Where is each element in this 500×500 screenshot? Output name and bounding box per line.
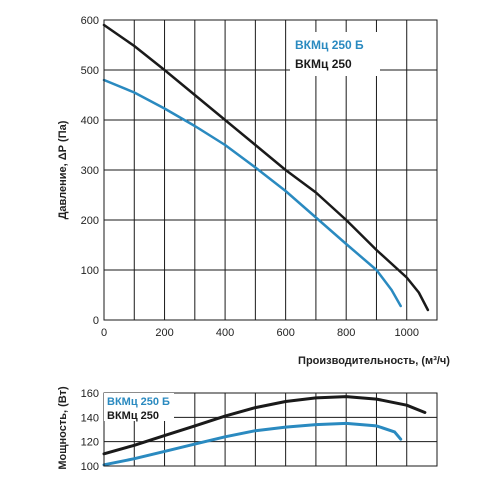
power-legend-series-2: ВКМц 250: [107, 410, 159, 422]
pressure-chart: 0 100 200 300 400 500 600 0 200 400 600 800 1000 ВКМ…: [57, 15, 450, 367]
pressure-series-line-1: [102, 78, 402, 308]
pressure-x-tick-label: 200: [155, 327, 173, 339]
power-legend-series-1: ВКМц 250 Б: [107, 396, 170, 408]
pressure-x-tick-label: 0: [101, 327, 107, 339]
power-chart: 100 120 140 160 ВКМц 250 Б ВКМц 250 Мощност…: [57, 386, 438, 473]
power-y-tick-label: 140: [81, 412, 99, 424]
pressure-x-tick-label: 400: [216, 327, 234, 339]
power-plot-frame: [103, 392, 438, 467]
power-series-line-1: [102, 421, 403, 467]
pressure-legend-series-1: ВКМц 250 Б: [295, 38, 364, 52]
pressure-y-tick-label: 0: [93, 315, 99, 327]
power-y-axis-label: Мощность, (Вт): [57, 386, 69, 470]
pressure-y-tick-label: 100: [81, 265, 99, 277]
pressure-x-tick-label: 600: [276, 327, 294, 339]
pressure-tick-labels: 0 100 200 300 400 500 600 0 200 400 600 800 1000: [81, 15, 419, 339]
power-y-tick-label: 120: [81, 437, 99, 449]
pressure-y-tick-label: 300: [81, 165, 99, 177]
pressure-y-tick-label: 200: [81, 215, 99, 227]
power-y-tick-label: 160: [81, 388, 99, 400]
pressure-x-axis-label: Производительность, (м³/ч): [298, 355, 450, 367]
pressure-y-tick-label: 400: [81, 115, 99, 127]
power-series-lines: [102, 395, 427, 467]
pressure-series-lines: [102, 23, 430, 312]
pressure-legend-series-2: ВКМц 250: [295, 57, 352, 71]
power-legend-box: [104, 393, 174, 421]
pressure-y-tick-label: 500: [81, 65, 99, 77]
pressure-y-tick-label: 600: [81, 15, 99, 27]
power-series-line-2: [102, 395, 427, 456]
pressure-x-tick-label: 800: [337, 327, 355, 339]
pressure-y-axis-label: Давление, ΔР (Па): [57, 120, 69, 219]
power-tick-labels: 100 120 140 160: [81, 388, 99, 473]
pressure-plot-frame: [103, 19, 438, 321]
power-y-tick-label: 100: [81, 461, 99, 473]
pressure-grid: [104, 20, 437, 320]
pressure-series-line-2: [102, 23, 430, 312]
pressure-legend-box: [290, 32, 380, 76]
pressure-x-tick-label: 1000: [394, 327, 418, 339]
